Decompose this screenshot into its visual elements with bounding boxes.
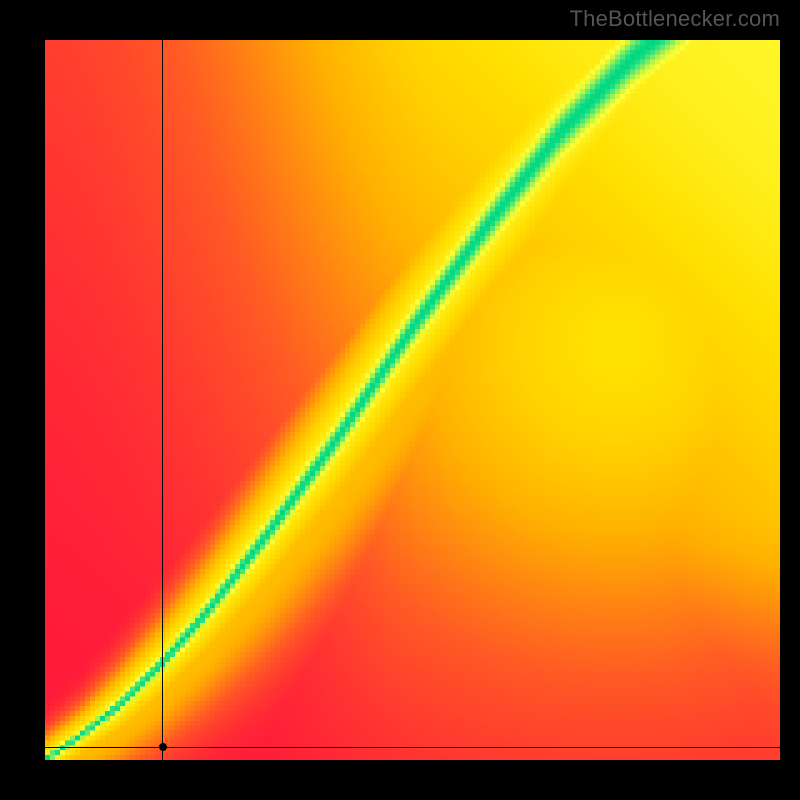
chart-container: TheBottlenecker.com bbox=[0, 0, 800, 800]
crosshair-vertical bbox=[162, 40, 163, 760]
crosshair-dot bbox=[159, 743, 167, 751]
heatmap-canvas bbox=[45, 40, 780, 760]
crosshair-horizontal bbox=[45, 747, 780, 748]
watermark-label: TheBottlenecker.com bbox=[570, 6, 780, 32]
